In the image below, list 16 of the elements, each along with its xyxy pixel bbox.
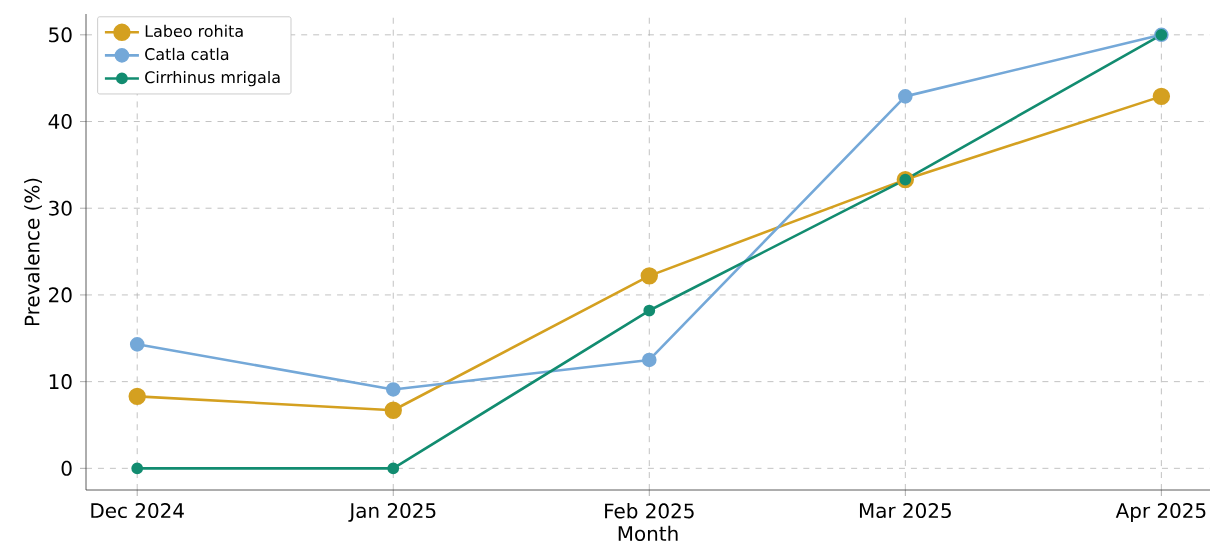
y-tick-label: 40 bbox=[48, 113, 72, 130]
x-axis-title: Month bbox=[618, 525, 678, 542]
x-tick-label: Jan 2025 bbox=[348, 503, 436, 522]
x-tick-label: Dec 2024 bbox=[91, 503, 184, 519]
x-tick-label: Feb 2025 bbox=[605, 503, 694, 519]
legend-label: Catla catla bbox=[145, 47, 229, 61]
x-tick-label: Mar 2025 bbox=[859, 503, 951, 519]
x-tick-label: Apr 2025 bbox=[1115, 503, 1206, 522]
legend-label: Cirrhinus mrigala bbox=[145, 70, 280, 87]
y-tick-label: 0 bbox=[61, 460, 72, 476]
y-axis-title: Prevalence (%) bbox=[24, 178, 42, 326]
y-tick-label: 10 bbox=[49, 374, 72, 390]
y-tick-label: 30 bbox=[49, 200, 72, 216]
y-tick-label: 50 bbox=[49, 27, 72, 43]
legend-label: Labeo rohita bbox=[145, 24, 243, 38]
y-tick-label: 20 bbox=[49, 287, 72, 303]
